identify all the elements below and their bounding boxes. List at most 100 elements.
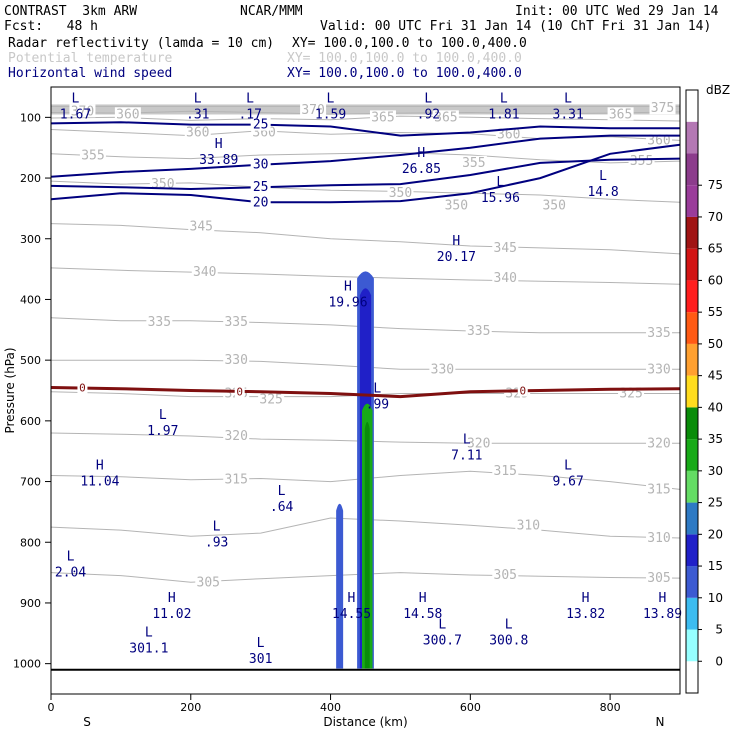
- forecast-hour: Fcst: 48 h: [4, 19, 98, 34]
- theta-label: 350: [445, 198, 468, 213]
- theta-label: 360: [116, 107, 139, 122]
- field-wind-xy: XY= 100.0,100.0 to 100.0,400.0: [287, 66, 522, 81]
- theta-label: 335: [647, 326, 670, 341]
- hl-value: 300.8: [489, 634, 528, 649]
- theta-label-bg: [465, 436, 492, 450]
- theta-label: 330: [647, 362, 670, 377]
- hl-symbol: L: [599, 169, 607, 184]
- x-tick-label: 600: [460, 701, 481, 714]
- y-tick-label: 800: [20, 536, 41, 549]
- x-tick-label: 800: [600, 701, 621, 714]
- hl-symbol: L: [71, 91, 79, 106]
- hl-value: .99: [366, 397, 389, 412]
- colorbar-label: 55: [708, 305, 723, 319]
- colorbar-swatch: [686, 470, 698, 503]
- theta-label: 365: [371, 110, 394, 125]
- colorbar-label: 15: [708, 559, 723, 573]
- theta-band-fill: [51, 104, 680, 115]
- theta-label-bg: [607, 107, 634, 121]
- colorbar-label: 40: [708, 400, 723, 414]
- colorbar-swatch: [686, 280, 698, 313]
- wind-label: 25: [253, 180, 269, 195]
- hl-value: 11.04: [80, 475, 119, 490]
- theta-label: 350: [151, 177, 174, 192]
- theta-label: 320: [647, 436, 670, 451]
- theta-label-bg: [649, 101, 676, 115]
- organization: NCAR/MMM: [240, 4, 303, 19]
- x-tick-label: 400: [320, 701, 341, 714]
- wind-label-bg: [250, 195, 271, 209]
- wind-label: 30: [253, 158, 269, 173]
- theta-label: 350: [542, 198, 565, 213]
- theta-label-bg: [646, 362, 673, 376]
- freezing-label-bg: [234, 385, 245, 398]
- hl-symbol: L: [145, 625, 153, 640]
- hl-value: 20.17: [437, 250, 476, 265]
- theta-label: 335: [224, 315, 247, 330]
- theta-upper-band: [51, 104, 680, 115]
- theta-label: 355: [81, 149, 104, 164]
- hl-value: .92: [417, 107, 440, 122]
- colorbar-swatch: [686, 597, 698, 630]
- theta-label-bg: [646, 436, 673, 450]
- hl-value: .93: [205, 535, 228, 550]
- freezing-level-contour: 0 0 0: [50, 381, 681, 399]
- colorbar-label: 30: [708, 464, 723, 478]
- colorbar-label: 45: [708, 369, 723, 383]
- wind-contour-line: [50, 157, 681, 191]
- colorbar-label: 35: [708, 432, 723, 446]
- colorbar-swatch: [686, 185, 698, 217]
- theta-label: 310: [647, 531, 670, 546]
- colorbar-label: 10: [708, 591, 723, 605]
- theta-label: 370: [301, 103, 324, 118]
- y-tick-label: 500: [20, 354, 41, 367]
- colorbar-label: 75: [708, 178, 723, 192]
- wind-contour-line: [50, 121, 680, 137]
- hl-value: 13.82: [566, 607, 605, 622]
- theta-label: 360: [186, 126, 209, 141]
- y-tick-label: 300: [20, 233, 41, 246]
- hl-symbol: L: [257, 636, 265, 651]
- hl-symbol: H: [215, 137, 223, 152]
- theta-label: 315: [224, 473, 247, 488]
- colorbar-label: 50: [708, 337, 723, 351]
- hl-value: 1.67: [60, 107, 91, 122]
- theta-label: 360: [497, 127, 520, 142]
- theta-label-bg: [184, 125, 211, 139]
- hl-value: 1.97: [147, 424, 178, 439]
- y-tick-label: 100: [20, 111, 41, 124]
- hl-symbol: L: [213, 519, 221, 534]
- x-tick-label: 0: [48, 701, 55, 714]
- theta-label: 330: [224, 353, 247, 368]
- theta-label: 325: [259, 393, 282, 408]
- hl-symbol: H: [419, 591, 427, 606]
- hl-value: 19.96: [328, 295, 367, 310]
- field-theta-name: Potential temperature: [8, 51, 173, 66]
- init-time: Init: 00 UTC Wed 29 Jan 14: [515, 4, 719, 19]
- hl-symbol: L: [463, 432, 471, 447]
- theta-label-bg: [492, 464, 519, 478]
- hl-value: 1.59: [315, 107, 346, 122]
- colorbar-border: [685, 89, 699, 694]
- hl-symbol: L: [424, 91, 432, 106]
- theta-label: 340: [193, 265, 216, 280]
- hl-symbol: L: [194, 91, 202, 106]
- theta-label: 305: [197, 575, 220, 590]
- theta-label-bg: [69, 104, 96, 118]
- theta-label-bg: [646, 482, 673, 496]
- theta-label-bg: [646, 325, 673, 339]
- theta-label-bg: [460, 155, 487, 169]
- theta-label-bg: [369, 110, 396, 124]
- colorbar-swatch: [686, 566, 698, 598]
- theta-label: 360: [647, 133, 670, 148]
- colorbar-swatch: [686, 407, 698, 440]
- colorbar-swatch: [686, 312, 698, 344]
- theta-contour-line: [50, 115, 681, 122]
- theta-label: 355: [462, 156, 485, 171]
- hl-symbol: H: [168, 591, 176, 606]
- field-theta-xy: XY= 100.0,100.0 to 100.0,400.0: [287, 51, 522, 66]
- theta-label-bg: [146, 314, 173, 328]
